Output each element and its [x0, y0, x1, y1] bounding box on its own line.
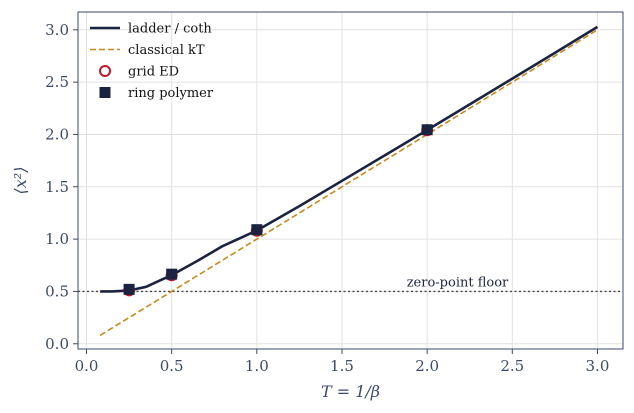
- y-tick-label: 2.0: [45, 125, 69, 143]
- ring-polymer-point: [166, 268, 178, 280]
- x-axis-label: T = 1/β: [321, 382, 380, 401]
- y-axis-label: ⟨x²⟩: [11, 167, 30, 195]
- plot-frame: [77, 11, 624, 350]
- x-tick-label: 3.0: [586, 357, 610, 375]
- legend-swatch-ring-polymer: [99, 87, 111, 98]
- ring-polymer-point: [251, 224, 263, 236]
- legend-label-3: ring polymer: [128, 86, 214, 101]
- zero-point-floor-label: zero-point floor: [407, 275, 509, 290]
- x-tick-label: 2.5: [500, 357, 524, 375]
- y-tick-label: 3.0: [45, 21, 69, 39]
- legend-label-1: classical kT: [128, 43, 205, 58]
- x-tick-label: 1.5: [330, 357, 354, 375]
- y-tick-label: 1.5: [45, 178, 69, 196]
- x-tick-label: 0.5: [160, 357, 184, 375]
- series-line-1: [99, 29, 598, 337]
- legend-swatch-grid-ed: [99, 65, 111, 77]
- ring-polymer-point: [123, 283, 135, 295]
- series-line-0: [100, 25, 599, 293]
- legend: ladder / coth classical kT grid ED ring pol…: [90, 22, 214, 101]
- ring-polymer-point: [421, 124, 433, 136]
- y-tick-label: 2.5: [45, 73, 69, 91]
- reference-line-layer: zero-point floor: [78, 275, 623, 293]
- x-tick-label: 0.0: [75, 357, 99, 375]
- y-tick-label: 0.5: [45, 282, 69, 300]
- x-tick-label: 2.0: [415, 357, 439, 375]
- tick-layer: 0.0 0.5 1.0 1.5 2.0 2.5 3.0 0.0 0.5 1.0 1.5 2.0 2.5 3…: [45, 21, 609, 375]
- grid-layer: [78, 12, 623, 349]
- legend-label-0: ladder / coth: [128, 22, 212, 37]
- y-tick-label: 0.0: [45, 335, 69, 353]
- series-layer: [99, 25, 599, 337]
- y-tick-label: 1.0: [45, 230, 69, 248]
- x-tick-label: 1.0: [245, 357, 269, 375]
- legend-label-2: grid ED: [128, 65, 179, 80]
